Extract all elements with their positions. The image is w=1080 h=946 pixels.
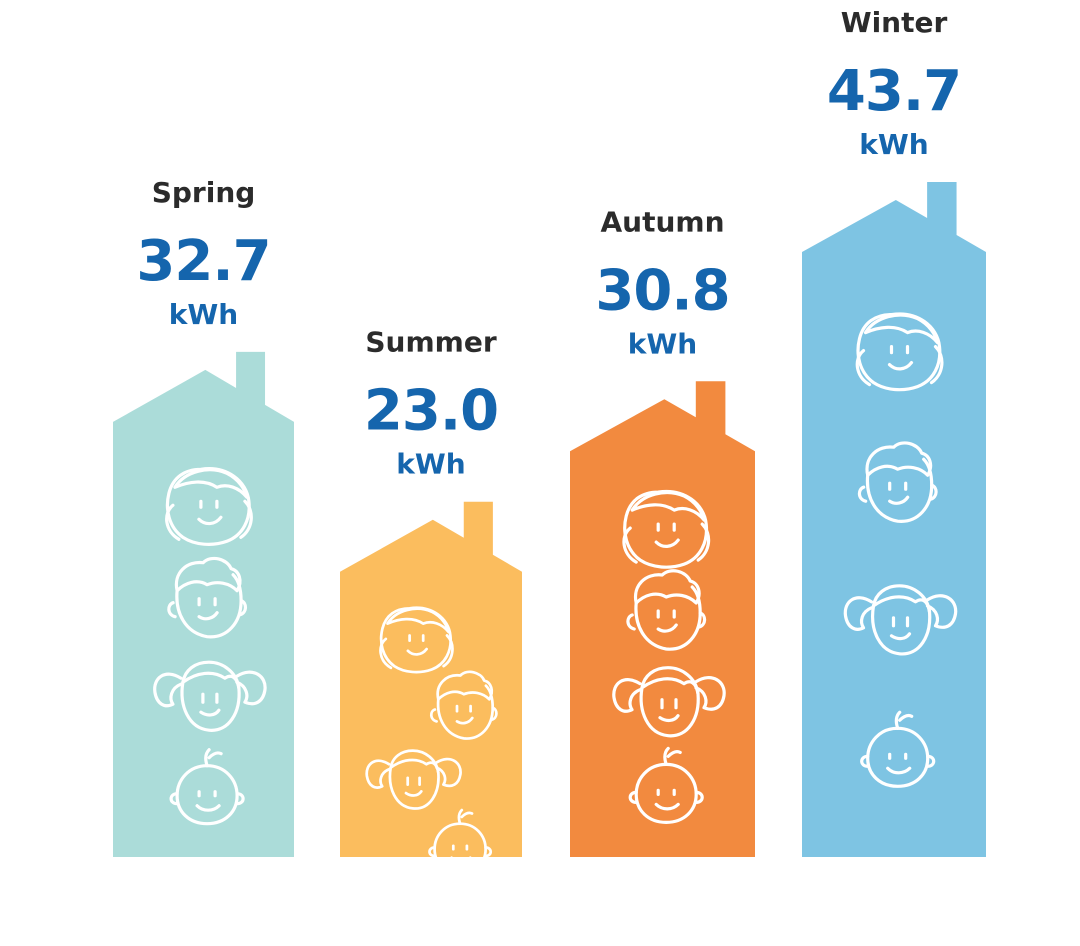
mother-face-icon [165,467,253,546]
value-label: 23.0 [364,379,498,444]
season-label: Autumn [600,205,724,238]
season-label: Summer [365,326,496,359]
label-group-spring: kWh 32.7 Spring [136,176,271,331]
bar-winter [802,182,986,857]
girl-face-icon [153,660,267,732]
unit-label: kWh [859,128,928,161]
girl-face-icon [843,584,958,656]
season-label: Spring [152,176,256,209]
season-bars [113,182,986,875]
bar-spring [113,351,294,857]
value-label: 43.7 [827,59,961,124]
mother-face-icon [622,489,711,569]
label-group-summer: kWh 23.0 Summer [364,326,499,481]
father-face-icon [626,569,707,651]
baby-face-icon [860,710,936,788]
bar-summer [340,501,522,875]
baby-face-icon [169,748,245,826]
house-bar-shape [340,501,522,857]
unit-label: kWh [169,298,238,331]
value-label: 32.7 [136,229,270,294]
label-group-autumn: kWh 30.8 Autumn [595,205,730,360]
unit-label: kWh [396,448,465,481]
mother-face-icon [379,606,454,674]
baby-face-icon [628,746,704,825]
house-bar-shape [570,381,755,857]
unit-label: kWh [628,327,697,360]
label-group-winter: kWh 43.7 Winter [827,6,962,161]
father-face-icon [857,441,938,523]
bar-autumn [570,381,755,857]
house-bar-shape [113,351,294,857]
girl-face-icon [365,749,462,810]
girl-face-icon [612,666,726,738]
father-face-icon [429,670,498,740]
season-label: Winter [841,6,948,39]
father-face-icon [167,556,248,639]
mother-face-icon [855,312,944,392]
baby-face-icon [428,808,493,875]
value-label: 30.8 [595,258,729,323]
